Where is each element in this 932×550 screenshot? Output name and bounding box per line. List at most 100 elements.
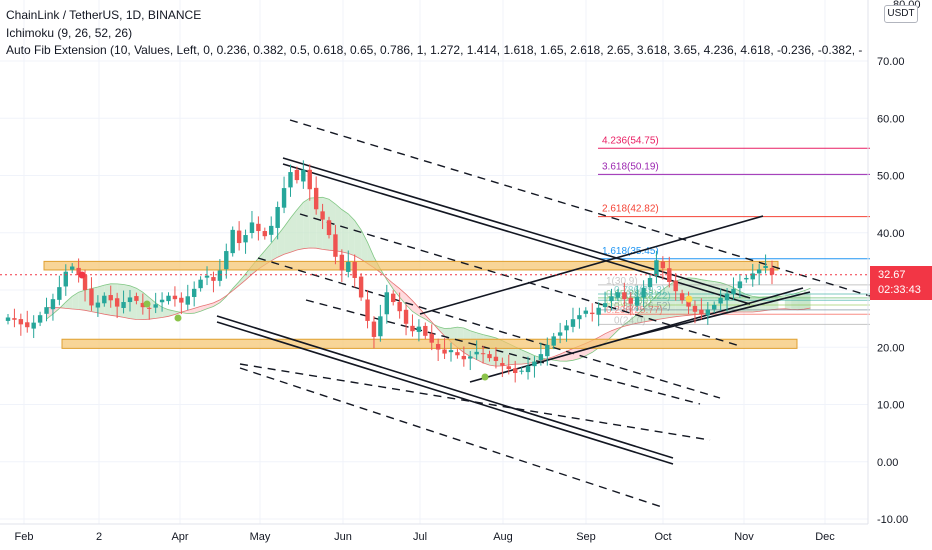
currency-selector[interactable]: USDT [884,5,918,23]
candle-body [127,297,133,303]
candle-body [269,225,274,235]
candle-body [480,353,486,355]
candle-body [147,307,152,309]
candle-body [313,187,319,210]
channel-line[interactable] [419,215,764,315]
candle-body [609,296,614,302]
candle-body [570,319,576,327]
candle-body [191,288,197,297]
candle-body [44,307,49,314]
x-tick-label: Feb [15,531,34,543]
fib-indicator-label[interactable]: Auto Fib Extension (10, Values, Left, 0,… [6,43,863,57]
candle-body [641,287,646,298]
candle-body [172,295,178,300]
channel-line-dashed[interactable] [239,363,711,441]
cloud-segment [303,198,310,249]
candle-body [744,277,749,280]
candle-body [750,273,755,280]
candle-body [769,268,775,275]
cloud-segment [534,355,541,363]
cloud-segment [117,283,124,318]
cloud-segment [284,218,291,255]
candle-body [211,277,216,281]
cloud-segment [521,349,529,365]
cloud-segment [354,220,362,260]
channel-line-dashed[interactable] [299,213,741,347]
x-tick-label: 2 [96,531,102,543]
signal-dot [481,373,489,381]
candle-body [352,261,357,278]
candle-body [686,300,691,307]
chart-symbol-title[interactable]: ChainLink / TetherUS, 1D, BINANCE [6,8,202,22]
y-tick-label: -10.00 [877,514,908,526]
candle-body [737,281,743,289]
candle-body [12,318,17,320]
candle-body [512,368,518,374]
price-zone[interactable] [43,260,779,271]
candle-body [262,231,268,237]
current-price-tag: 32.67 02:33:43 [870,266,932,300]
candle-body [660,261,666,269]
fib-level-label: 0.382(26.52) [614,301,671,312]
channel-line[interactable] [216,321,674,465]
candle-body [551,336,556,346]
candle-body [224,251,229,270]
channel-line-dashed[interactable] [289,119,871,297]
candle-body [320,211,325,220]
channel-line-dashed[interactable] [305,299,701,405]
candlestick-series [5,160,775,383]
candle-body [31,322,36,329]
candle-body [294,170,300,181]
channel-line-dashed[interactable] [257,257,721,399]
x-tick-label: Jul [413,531,427,543]
candle-body [249,222,255,233]
signal-dot [685,295,693,303]
candle-body [468,356,473,359]
bar-countdown: 02:33:43 [878,284,921,296]
cloud-segment [322,197,330,251]
channel-line[interactable] [216,315,674,459]
price-axis[interactable]: 70.0060.0050.0040.0030.0020.0010.000.00-… [867,0,921,526]
x-tick-label: Oct [654,531,671,543]
candle-body [102,295,107,304]
x-tick-label: Nov [734,531,754,543]
candle-body [679,293,685,301]
candle-body [37,315,43,323]
fib-level-label: 0.236(25.77) [606,305,663,316]
x-tick-label: Jun [334,531,352,543]
candle-body [756,269,762,274]
ichimoku-indicator-label[interactable]: Ichimoku (9, 26, 52, 26) [6,26,133,40]
cloud-segment [393,283,400,298]
fib-level-label: 0(24.0) [614,315,646,326]
channel-line-dashed[interactable] [239,367,666,509]
candle-body [448,350,454,353]
candle-body [358,276,364,298]
time-axis[interactable]: Feb 2 Apr May Jun Jul Aug Sep Oct Nov Dec [0,523,868,543]
candle-body [461,355,467,360]
y-tick-label: 70.00 [877,56,905,68]
candle-body [397,302,402,312]
channel-line[interactable] [282,163,751,305]
candle-body [654,260,659,276]
cloud-segment [412,300,419,316]
candle-body [391,293,396,303]
candle-body [18,319,24,325]
candle-body [416,326,422,332]
price-zone[interactable] [61,338,798,349]
cloud-segment [129,285,137,320]
current-price-value: 32.67 [878,269,906,281]
candle-body [5,317,11,321]
candle-body [525,366,531,373]
channel-line[interactable] [282,157,751,299]
candle-body [506,366,511,370]
candle-body [346,261,351,272]
cloud-segment [444,328,451,342]
candle-body [384,292,389,315]
channel-line[interactable] [625,291,811,339]
fib-level-label: 1(30.9) [606,276,638,287]
candle-body [429,333,434,343]
candle-body [590,312,595,315]
candle-body [628,297,633,304]
fib-level-label: 4.236(54.75) [602,135,659,146]
